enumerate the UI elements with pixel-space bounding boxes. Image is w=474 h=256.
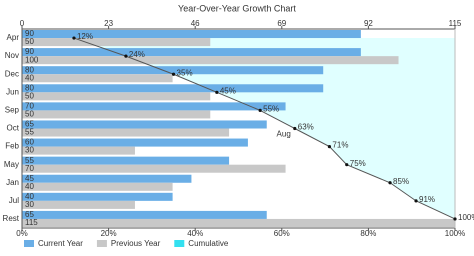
cumulative-label: 63% xyxy=(298,123,314,132)
y-tick-label: Jan xyxy=(6,178,19,187)
bar xyxy=(22,182,173,191)
bar xyxy=(22,30,361,39)
bar xyxy=(22,146,135,155)
bar-label: 50 xyxy=(25,37,34,46)
x2-tick-label: 80% xyxy=(360,229,376,238)
bar xyxy=(22,102,286,111)
y-tick-label: Feb xyxy=(5,142,19,151)
bar-label: 90 xyxy=(25,47,34,56)
cumulative-label: 85% xyxy=(393,177,409,186)
cumulative-point xyxy=(414,199,418,203)
legend-label: Current Year xyxy=(38,239,83,248)
bar xyxy=(22,174,192,183)
bar-label: 40 xyxy=(25,192,34,201)
bar-label: 65 xyxy=(25,210,34,219)
x-tick-label: 92 xyxy=(364,19,373,28)
cumulative-point xyxy=(345,163,349,167)
y-tick-label: Nov xyxy=(5,51,19,60)
bar-label: 100 xyxy=(25,55,39,64)
bar-label: 55 xyxy=(25,128,34,137)
x-tick-label: 115 xyxy=(449,19,462,28)
bar xyxy=(22,218,455,227)
bar xyxy=(22,200,135,209)
bar xyxy=(22,164,286,173)
bar xyxy=(22,38,211,47)
bar xyxy=(22,210,267,219)
bar xyxy=(22,48,361,57)
cumulative-point xyxy=(72,36,76,40)
bar-label: 115 xyxy=(25,218,38,227)
cumulative-label: 75% xyxy=(350,159,366,168)
x2-tick-label: 20% xyxy=(101,229,117,238)
bar-label: 70 xyxy=(25,101,34,110)
cumulative-point xyxy=(171,72,176,76)
cumulative-label: 91% xyxy=(419,195,435,204)
cumulative-point xyxy=(293,126,297,131)
cumulative-point xyxy=(215,90,219,94)
x2-tick-label: 100% xyxy=(445,229,465,238)
x2-tick-label: 0% xyxy=(16,229,28,238)
y-tick-label: Oct xyxy=(7,124,20,133)
legend-label: Previous Year xyxy=(111,239,161,248)
cumulative-point xyxy=(327,144,332,149)
cumulative-point xyxy=(124,54,128,58)
bar xyxy=(22,110,211,119)
bar-label: 45 xyxy=(25,174,34,183)
bar-label: 40 xyxy=(25,182,34,191)
y-tick-label: May xyxy=(4,160,19,169)
y-tick-label: Apr xyxy=(7,33,20,42)
bar-label: 80 xyxy=(25,83,34,92)
x-tick-label: 0 xyxy=(20,19,25,28)
x-tick-label: 69 xyxy=(277,19,286,28)
bar xyxy=(22,156,230,165)
y-tick-label: Jul xyxy=(9,196,19,205)
x-tick-label: 23 xyxy=(104,19,113,28)
y-tick-label: Jun xyxy=(6,87,19,96)
legend-label: Cumulative xyxy=(188,239,229,248)
bar-label: 90 xyxy=(25,29,34,38)
y-tick-label: Rest xyxy=(3,214,20,223)
bar xyxy=(22,138,248,147)
bar-label: 65 xyxy=(25,120,34,129)
cumulative-point xyxy=(258,108,262,113)
bar-label: 80 xyxy=(25,65,34,74)
annotation: Aug xyxy=(277,130,291,139)
cumulative-label: 100% xyxy=(458,213,474,222)
bar-label: 30 xyxy=(25,200,34,209)
bar xyxy=(22,74,173,83)
bar-label: 50 xyxy=(25,91,34,100)
x2-tick-label: 60% xyxy=(274,229,290,238)
bar-label: 70 xyxy=(25,164,34,173)
legend-swatch xyxy=(24,240,34,247)
bar xyxy=(22,192,173,201)
cumulative-label: 24% xyxy=(129,50,145,59)
y-tick-label: Sep xyxy=(5,106,20,115)
bar-label: 50 xyxy=(25,110,34,119)
cumulative-label: 55% xyxy=(263,105,279,114)
cumulative-point xyxy=(453,217,457,221)
bar xyxy=(22,128,230,137)
cumulative-label: 12% xyxy=(77,32,93,41)
bar xyxy=(22,120,267,129)
cumulative-area xyxy=(73,38,456,219)
cumulative-label: 71% xyxy=(332,141,348,150)
bar-label: 30 xyxy=(25,146,34,155)
bar xyxy=(22,56,399,65)
legend-swatch xyxy=(96,240,107,247)
legend-swatch xyxy=(174,240,185,247)
cumulative-label: 35% xyxy=(177,68,193,77)
bar-label: 40 xyxy=(25,73,34,82)
y-tick-label: Dec xyxy=(5,69,19,78)
cumulative-point xyxy=(388,181,392,185)
bar xyxy=(22,66,324,75)
x-tick-label: 46 xyxy=(191,19,200,28)
chart-title: Year-Over-Year Growth Chart xyxy=(178,3,296,13)
bar-label: 60 xyxy=(25,138,34,147)
bar xyxy=(22,84,324,93)
x2-tick-label: 40% xyxy=(187,229,203,238)
bar xyxy=(22,92,211,101)
bar-label: 55 xyxy=(25,156,34,165)
cumulative-label: 45% xyxy=(220,86,236,95)
